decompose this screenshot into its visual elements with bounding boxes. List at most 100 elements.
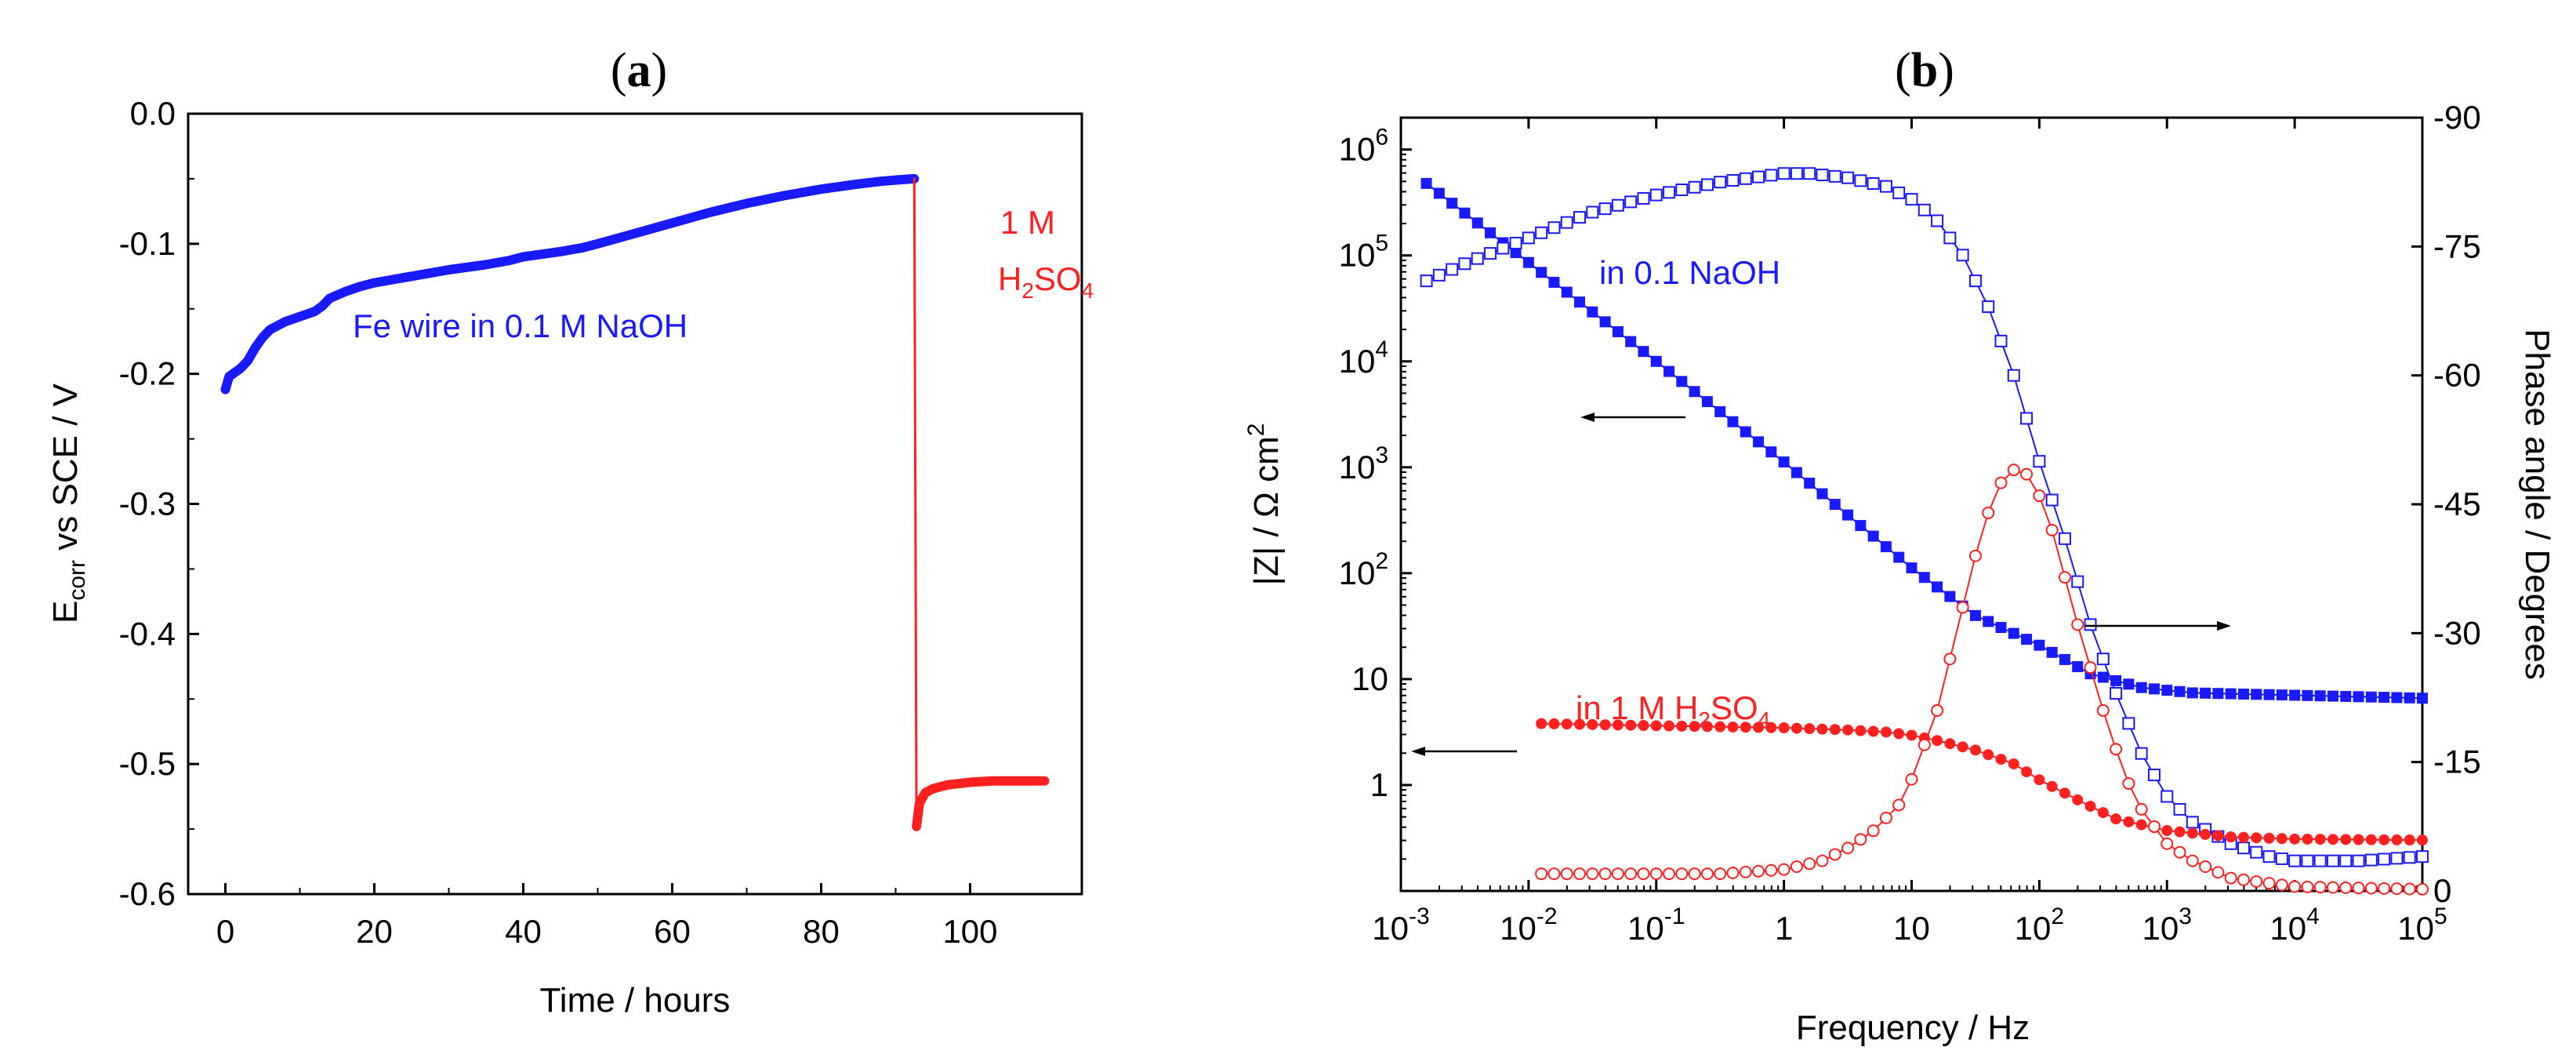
panel-b-point bbox=[1842, 509, 1854, 521]
panel-a-acid-annotation-line1: 1 M bbox=[1000, 204, 1055, 241]
panel-b-x-tick-label: 102 bbox=[2015, 903, 2064, 947]
panel-b-point bbox=[2110, 743, 2123, 756]
panel-b-point bbox=[2276, 833, 2288, 845]
panel-b-point bbox=[2046, 646, 2058, 658]
panel-b-y-tick-label: 105 bbox=[1339, 231, 1388, 274]
panel-b-point bbox=[2275, 878, 2288, 892]
panel-b-point bbox=[2378, 882, 2391, 895]
panel-b-left-axis-title: |Z| / Ω cm2 bbox=[1243, 424, 1286, 586]
panel-b-label: (b) bbox=[1895, 44, 1954, 97]
panel-b-point bbox=[1828, 848, 1841, 861]
panel-b-point bbox=[1790, 167, 1803, 180]
panel-b-point bbox=[2314, 834, 2326, 845]
panel-b-point bbox=[1598, 867, 1612, 881]
panel-b-point bbox=[1752, 170, 1765, 184]
panel-b-point bbox=[1509, 236, 1522, 249]
panel-b-point bbox=[2020, 467, 2034, 481]
panel-b-point bbox=[2148, 683, 2160, 695]
panel-b-point bbox=[2417, 693, 2428, 704]
panel-a-y-tick-label: -0.1 bbox=[119, 225, 176, 262]
panel-b-point bbox=[2225, 688, 2237, 700]
arrow-right-phase bbox=[2085, 621, 2231, 631]
panel-b-point bbox=[1816, 854, 1829, 867]
panel-b-point bbox=[2378, 853, 2391, 866]
panel-b-right-tick-label: -45 bbox=[2433, 485, 2481, 522]
panel-b-y-tick-label: 104 bbox=[1339, 336, 1388, 380]
panel-b-point bbox=[1828, 169, 1841, 183]
panel-b-point bbox=[2314, 690, 2326, 702]
panel-b-y-tick-label: 10 bbox=[1351, 660, 1388, 697]
panel-b-x-tick-label: 105 bbox=[2397, 903, 2447, 947]
panel-b-point bbox=[1497, 242, 1510, 255]
panel-a-y-tick-label: -0.4 bbox=[119, 615, 176, 652]
panel-b-point bbox=[1624, 195, 1638, 209]
panel-b-point bbox=[2174, 826, 2186, 838]
panel-b-point bbox=[1968, 549, 1982, 562]
panel-b-point bbox=[1649, 188, 1663, 202]
panel-b-point bbox=[2084, 661, 2097, 674]
panel-b-point bbox=[2378, 692, 2390, 704]
panel-a-y-tick-label: -0.6 bbox=[119, 875, 176, 912]
panel-b-point bbox=[2313, 854, 2327, 867]
panel-b-point bbox=[1944, 591, 1956, 602]
panel-a-y-tick-label: 0.0 bbox=[130, 95, 176, 132]
panel-b-point bbox=[1727, 721, 1739, 733]
panel-b-point bbox=[1841, 171, 1855, 184]
panel-b-point bbox=[1598, 202, 1612, 216]
panel-b-point bbox=[1790, 860, 1803, 873]
panel-b-point bbox=[1804, 723, 1816, 735]
panel-a-acid-annotation-line2: H2SO4 bbox=[998, 260, 1094, 303]
panel-b-point bbox=[1688, 867, 1701, 881]
panel-a-x-tick-label: 20 bbox=[356, 913, 393, 950]
panel-b-point bbox=[2123, 816, 2135, 827]
panel-b-point bbox=[1485, 227, 1497, 238]
panel-b-point bbox=[2212, 688, 2224, 700]
panel-b-point bbox=[1867, 176, 1880, 190]
panel-b-point bbox=[1726, 866, 1740, 879]
panel-b-point bbox=[2122, 717, 2135, 730]
panel-b-point bbox=[2097, 807, 2109, 819]
panel-b-point bbox=[2072, 661, 2084, 673]
panel-b-point bbox=[1599, 316, 1611, 328]
panel-b-ticks: 10-3 10-2 10-1 1 10 102 103 104 105 1 10 102 103 104 1… bbox=[1339, 99, 2481, 947]
panel-b-point bbox=[1459, 207, 1471, 219]
panel-b-point bbox=[1893, 728, 1905, 740]
panel-b-point bbox=[2045, 523, 2059, 536]
panel-a-y-axis-title: Ecorr vs SCE / V bbox=[46, 383, 90, 624]
panel-b-point bbox=[1573, 211, 1587, 224]
panel-b-point bbox=[1547, 221, 1561, 235]
panel-b-point bbox=[1956, 249, 1969, 262]
panel-b-point bbox=[2404, 834, 2415, 846]
panel-a-series bbox=[220, 173, 1050, 831]
panel-b-point bbox=[1931, 214, 1944, 227]
panel-a-x-axis-title: Time / hours bbox=[540, 981, 731, 1020]
panel-b-point bbox=[2008, 627, 2019, 639]
panel-b-naoh-annotation: in 0.1 NaOH bbox=[1599, 254, 1780, 291]
panel-b-point bbox=[2327, 834, 2338, 845]
panel-b-point bbox=[2250, 845, 2263, 859]
panel-b-point bbox=[2365, 834, 2377, 845]
panel-b-point bbox=[2416, 850, 2429, 863]
panel-b-point bbox=[2288, 854, 2302, 867]
panel-b-point bbox=[2289, 833, 2301, 845]
panel-b-x-tick-label: 10-3 bbox=[1372, 903, 1429, 947]
panel-b-point bbox=[1649, 867, 1663, 881]
panel-b-point bbox=[1867, 824, 1880, 838]
panel-b-point bbox=[1560, 216, 1573, 229]
panel-b-point bbox=[1611, 198, 1624, 212]
panel-b-point bbox=[2237, 688, 2249, 700]
panel-a-x-tick-label: 0 bbox=[216, 913, 234, 950]
panel-b-point bbox=[1829, 724, 1841, 736]
panel-b-point bbox=[1804, 478, 1816, 489]
panel-b-point bbox=[1536, 267, 1547, 278]
panel-b-point bbox=[2225, 831, 2237, 843]
panel-b-point bbox=[2289, 689, 2301, 701]
panel-b-point bbox=[2174, 685, 2186, 697]
panel-b-point bbox=[2110, 813, 2122, 825]
panel-b-point bbox=[1727, 416, 1739, 427]
panel-b-point bbox=[2288, 880, 2302, 893]
panel-a-y-tick-label: -0.3 bbox=[119, 485, 176, 522]
panel-b-point bbox=[2404, 692, 2415, 704]
panel-b-x-tick-label: 104 bbox=[2269, 903, 2319, 947]
panel-b-point bbox=[2097, 671, 2109, 683]
